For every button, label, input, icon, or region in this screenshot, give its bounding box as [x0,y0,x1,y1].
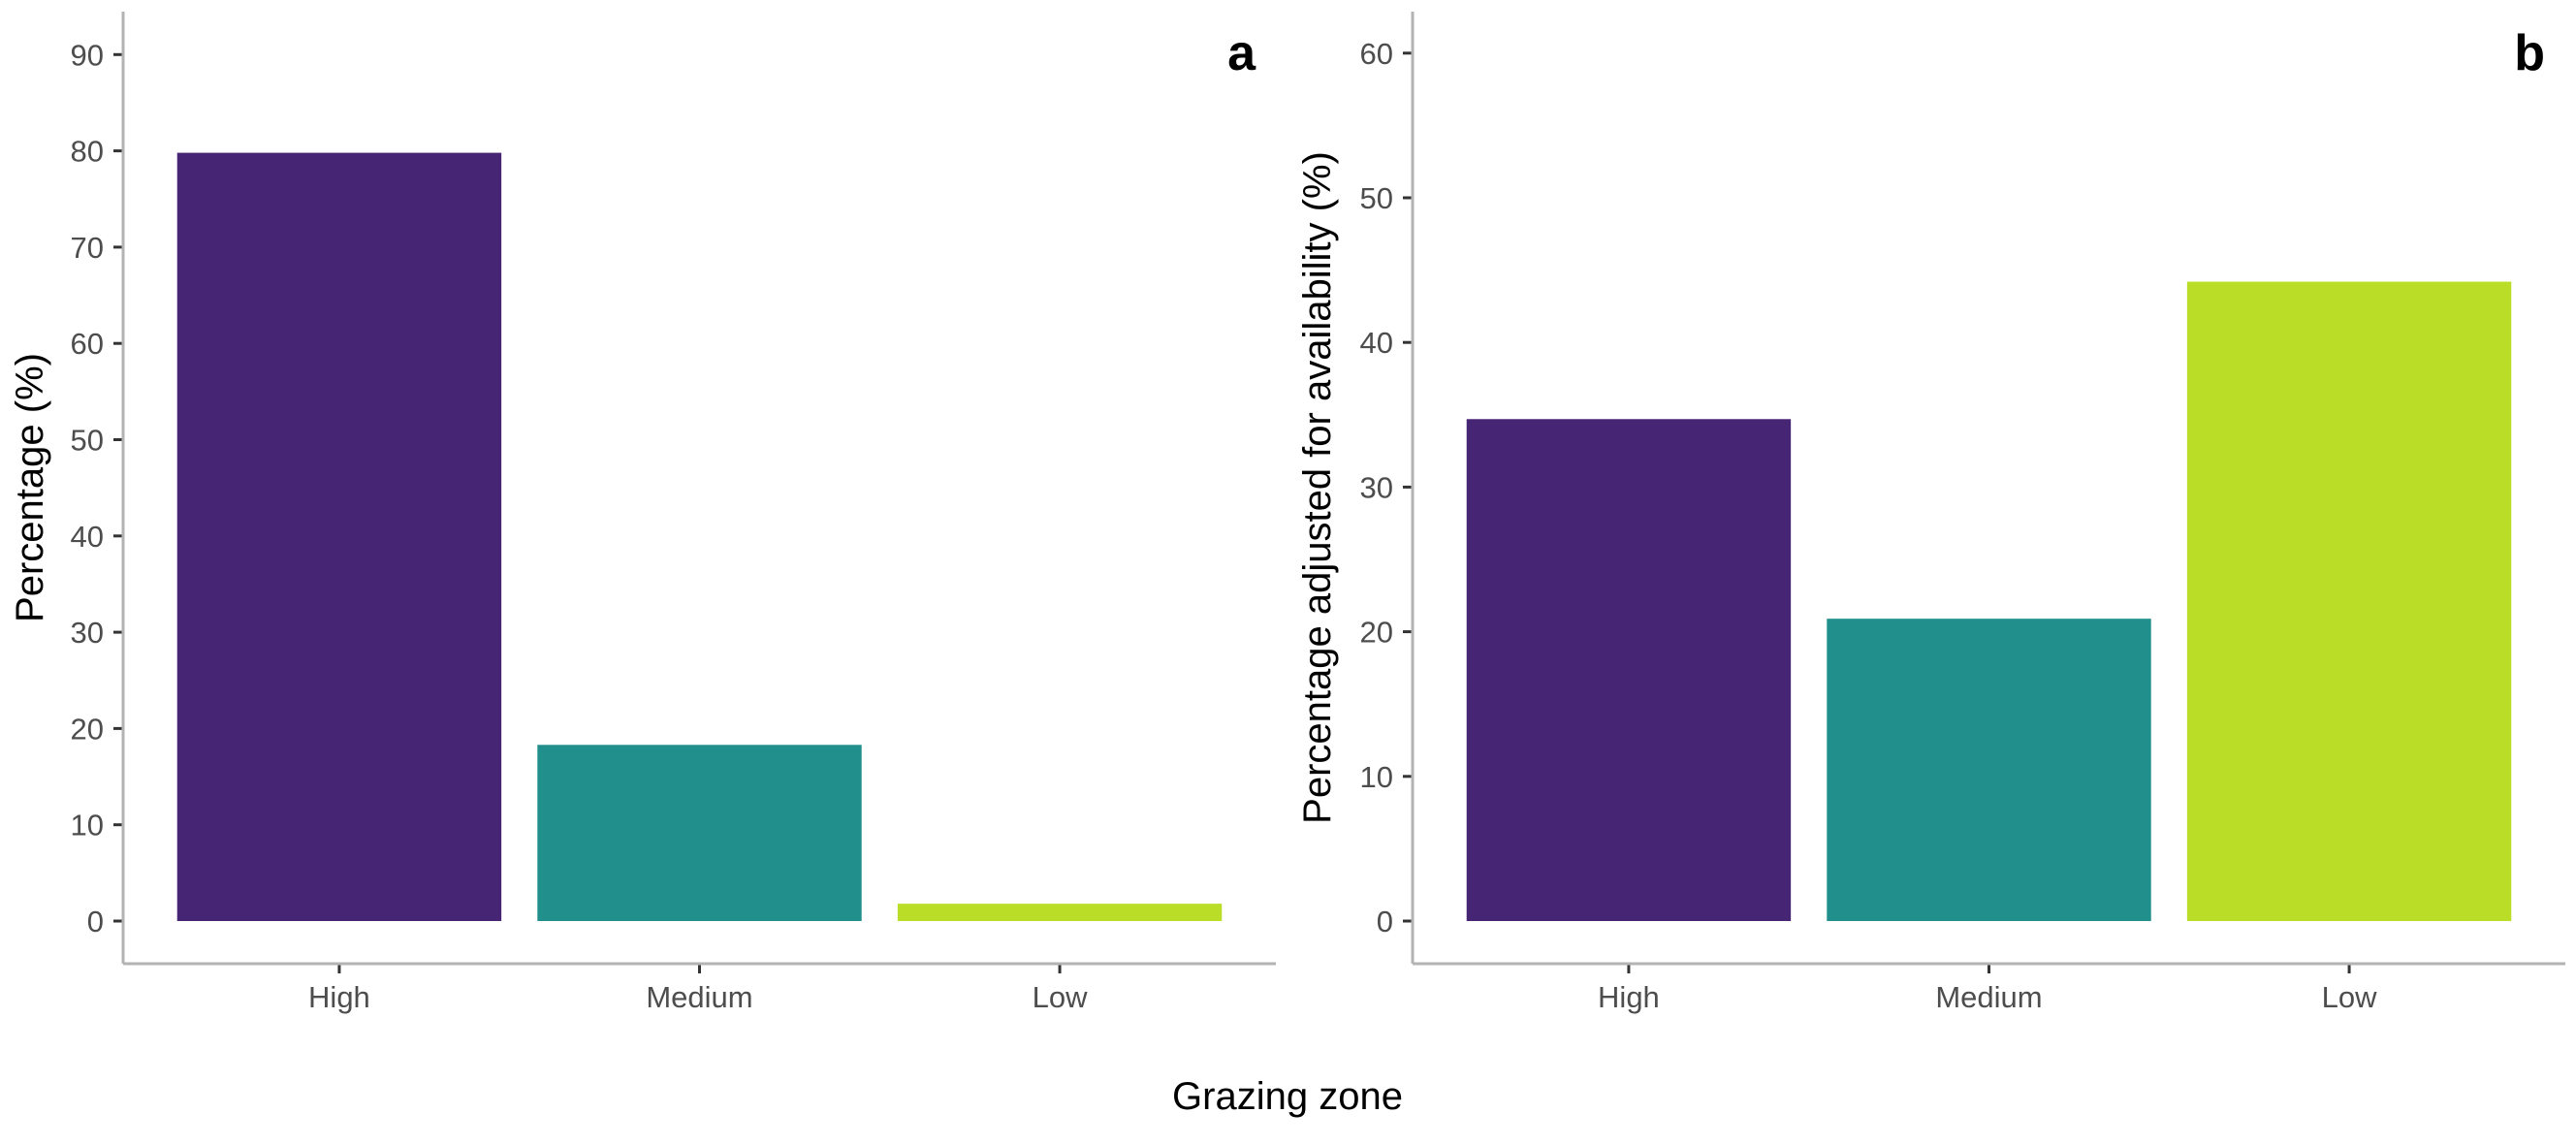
panel-a-y-tick-label: 10 [71,809,104,843]
panel-b-x-tick-label: Low [2322,980,2377,1014]
panel-a-y-tick-label: 30 [71,616,104,650]
panel-a-y-tick-label: 90 [71,38,104,72]
panel-b-y-tick-label: 40 [1360,326,1393,360]
panel-a-y-tick-label: 50 [71,424,104,458]
panel-b-x-tick-label: High [1598,980,1660,1014]
panel-a-y-axis-title: Percentage (%) [9,353,51,622]
panel-a-label: a [1227,25,1256,81]
panel-b-label: b [2514,25,2545,81]
panel-b-y-tick-label: 0 [1377,905,1393,938]
panel-a-y-tick-label: 40 [71,520,104,554]
panel-a-y-tick-label: 60 [71,327,104,361]
panel-b-y-tick-label: 20 [1360,616,1393,650]
panel-a-bar-high [176,152,502,921]
panel-a-y-tick-label: 0 [87,905,104,938]
shared-x-axis-title: Grazing zone [1172,1075,1403,1118]
panel-a-y-tick-label: 20 [71,712,104,746]
panel-b: 0 10 20 30 40 50 60 High Medium Low Percentage adj… [1296,12,2565,1014]
panel-a-x-tick-label: Medium [646,980,752,1014]
panel-a-y-tick-label: 70 [71,231,104,265]
panel-a-y-tick-label: 80 [71,135,104,169]
panel-b-y-tick-label: 50 [1360,181,1393,215]
panel-b-y-axis-title: Percentage adjusted for availability (%) [1296,151,1339,824]
panel-b-bar-medium [1827,619,2151,921]
panel-b-y-tick-label: 60 [1360,37,1393,71]
panel-b-bar-low [2186,281,2512,921]
panel-b-y-tick-label: 30 [1360,470,1393,504]
panel-a: 0 10 20 30 40 50 60 70 80 90 High Medium Low Percenta… [9,12,1276,1014]
panel-a-x-tick-label: High [308,980,370,1014]
panel-a-bar-medium [537,745,862,921]
panel-b-y-tick-label: 10 [1360,760,1393,794]
panel-b-bar-high [1466,419,1792,921]
panel-b-x-tick-label: Medium [1935,980,2042,1014]
panel-a-x-tick-label: Low [1033,980,1088,1014]
panel-a-bar-low [897,904,1223,921]
